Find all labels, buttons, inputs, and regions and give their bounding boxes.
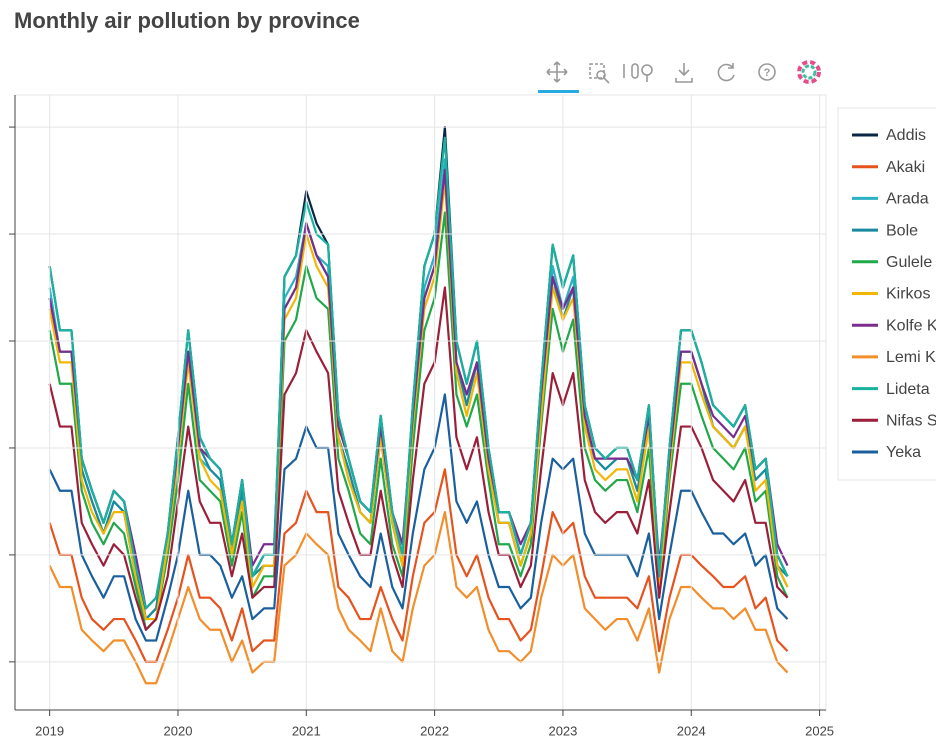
x-tick-label: 2023: [548, 723, 577, 738]
series-line: [48, 511, 789, 685]
x-tick-label: 2024: [677, 723, 706, 738]
x-tick-label: 2020: [164, 723, 193, 738]
series-line: [48, 136, 789, 610]
x-tick-label: 2025: [805, 723, 834, 738]
reset-tool[interactable]: [717, 63, 735, 82]
legend-label: Kirkos: [886, 286, 930, 303]
legend-label: Lideta: [886, 381, 930, 398]
legend-label: Yeka: [886, 444, 921, 461]
legend-label: Arada: [886, 191, 929, 208]
legend-label: Kolfe K: [886, 317, 936, 334]
wheel-zoom-tool[interactable]: [623, 63, 653, 82]
plot-area: [48, 125, 789, 685]
chart-title: Monthly air pollution by province: [14, 8, 360, 33]
series-line: [48, 393, 789, 642]
legend-label: Akaki: [886, 159, 925, 176]
legend-label: Bole: [886, 222, 918, 239]
save-tool[interactable]: [675, 63, 693, 83]
pan-tool[interactable]: [538, 61, 579, 93]
x-tick-label: 2022: [420, 723, 449, 738]
x-tick-label: 2019: [35, 723, 64, 738]
x-tick-label: 2021: [292, 723, 321, 738]
series-line: [48, 468, 789, 663]
legend-label: Lemi K: [886, 349, 936, 366]
svg-text:?: ?: [764, 67, 771, 79]
legend-label: Nifas S: [886, 413, 936, 430]
bokeh-logo[interactable]: [797, 60, 821, 84]
legend-label: Gulele: [886, 254, 932, 271]
box-zoom-tool[interactable]: [589, 63, 610, 84]
help-tool[interactable]: ?: [758, 63, 776, 81]
toolbar: ?: [538, 60, 821, 93]
legend-label: Addis: [886, 127, 926, 144]
